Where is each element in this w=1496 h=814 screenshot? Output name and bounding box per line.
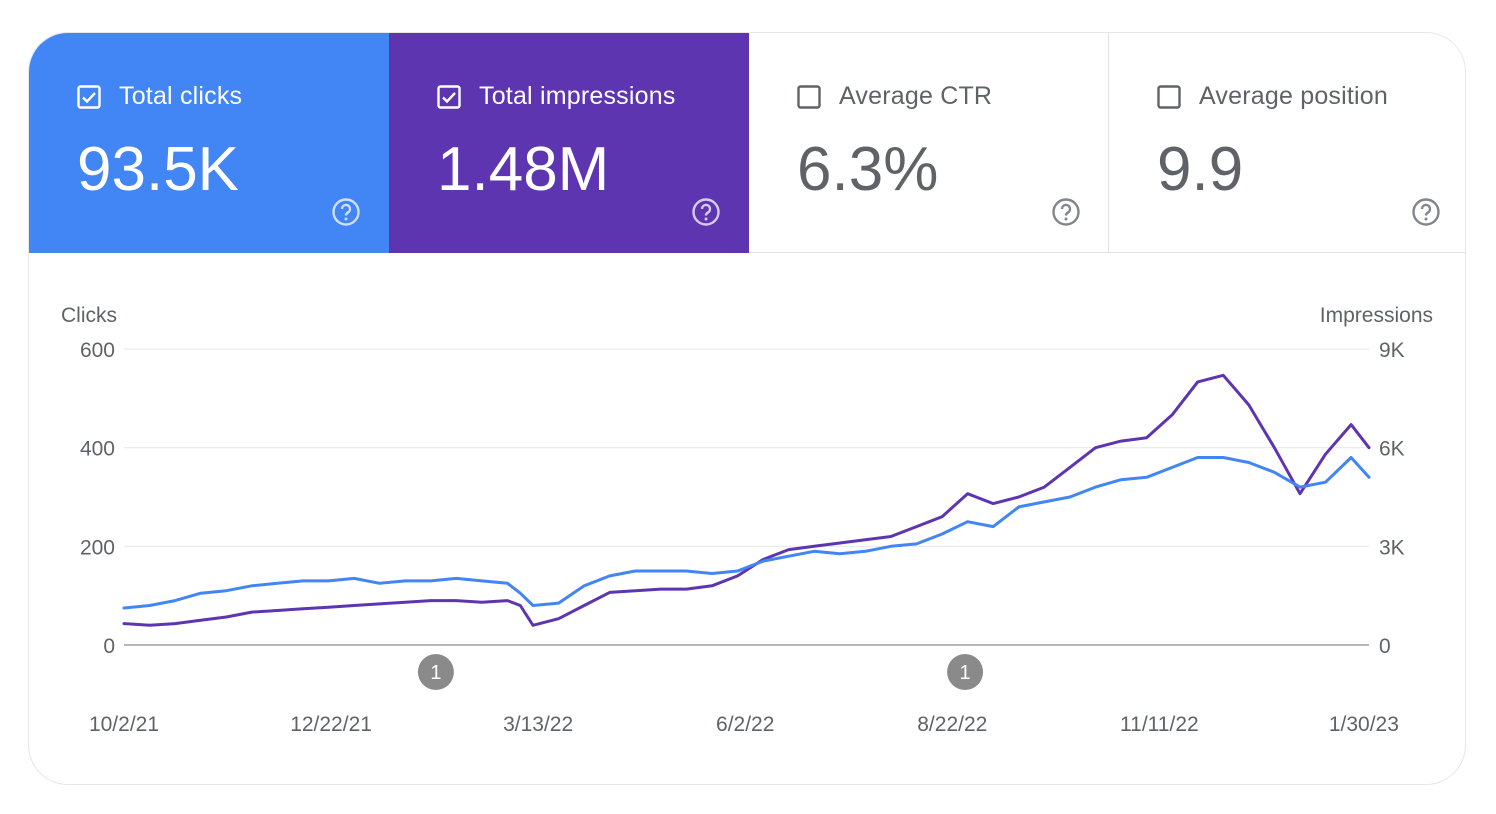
metric-tiles: Total clicks 93.5K Total impressions 1.4…: [29, 33, 1465, 253]
x-tick-label: 8/22/22: [917, 713, 987, 736]
y-left-tick-label: 600: [80, 339, 115, 362]
y-left-tick-label: 400: [80, 438, 115, 461]
y-axis-right-label: Impressions: [1320, 304, 1433, 327]
annotation-marker-icon[interactable]: 1: [947, 654, 984, 690]
x-tick-label: 10/2/21: [89, 713, 159, 736]
checkbox-empty-icon[interactable]: [797, 85, 821, 109]
y-right-tick-label: 6K: [1379, 438, 1405, 461]
average-ctr-tile[interactable]: Average CTR 6.3%: [749, 33, 1109, 253]
help-circle-icon[interactable]: [691, 197, 721, 227]
y-right-tick-label: 3K: [1379, 536, 1405, 559]
x-axis-ticks: 10/2/21 12/22/21 3/13/22 6/2/22 8/22/22 11/11…: [89, 713, 1399, 736]
series-line-clicks: [122, 456, 1371, 610]
y-left-tick-label: 0: [103, 635, 115, 658]
y-left-tick-label: 200: [80, 536, 115, 559]
help-circle-icon[interactable]: [331, 197, 361, 227]
total-clicks-label: Total clicks: [119, 82, 243, 110]
average-position-value: 9.9: [1157, 135, 1244, 204]
performance-card: Total clicks 93.5K Total impressions 1.4…: [28, 32, 1466, 785]
total-impressions-label: Total impressions: [479, 82, 676, 110]
performance-chart: Clicks Impressions 600 9K 400 6K 200 3K 0 0 10/…: [61, 304, 1433, 736]
y-right-tick-label: 9K: [1379, 339, 1405, 362]
average-position-label: Average position: [1199, 82, 1388, 110]
y-axis-left-label: Clicks: [61, 304, 117, 327]
y-right-tick-label: 0: [1379, 635, 1391, 658]
checkbox-checked-icon[interactable]: [77, 85, 101, 109]
annotation-label: 1: [960, 662, 971, 684]
y-axis-ticks: 600 9K 400 6K 200 3K 0 0: [80, 339, 1405, 658]
series-line-impressions: [122, 373, 1371, 627]
chart-grid: [124, 348, 1369, 646]
total-clicks-tile[interactable]: Total clicks 93.5K: [29, 33, 389, 253]
annotation-label: 1: [430, 662, 441, 684]
x-tick-label: 6/2/22: [716, 713, 774, 736]
average-ctr-value: 6.3%: [797, 135, 939, 204]
help-circle-icon[interactable]: [1051, 197, 1081, 227]
x-tick-label: 3/13/22: [503, 713, 573, 736]
checkbox-checked-icon[interactable]: [437, 85, 461, 109]
annotation-marker-icon[interactable]: 1: [417, 654, 454, 690]
chart-series: [122, 373, 1371, 627]
average-ctr-label: Average CTR: [839, 82, 993, 110]
total-impressions-value: 1.48M: [437, 135, 610, 204]
x-tick-label: 11/11/22: [1120, 713, 1199, 736]
total-clicks-value: 93.5K: [77, 135, 240, 204]
x-tick-label: 12/22/21: [290, 713, 372, 736]
help-circle-icon[interactable]: [1411, 197, 1441, 227]
total-impressions-tile[interactable]: Total impressions 1.48M: [389, 33, 749, 253]
average-position-tile[interactable]: Average position 9.9: [1109, 33, 1465, 253]
x-tick-label: 1/30/23: [1329, 713, 1399, 736]
checkbox-empty-icon[interactable]: [1157, 85, 1181, 109]
